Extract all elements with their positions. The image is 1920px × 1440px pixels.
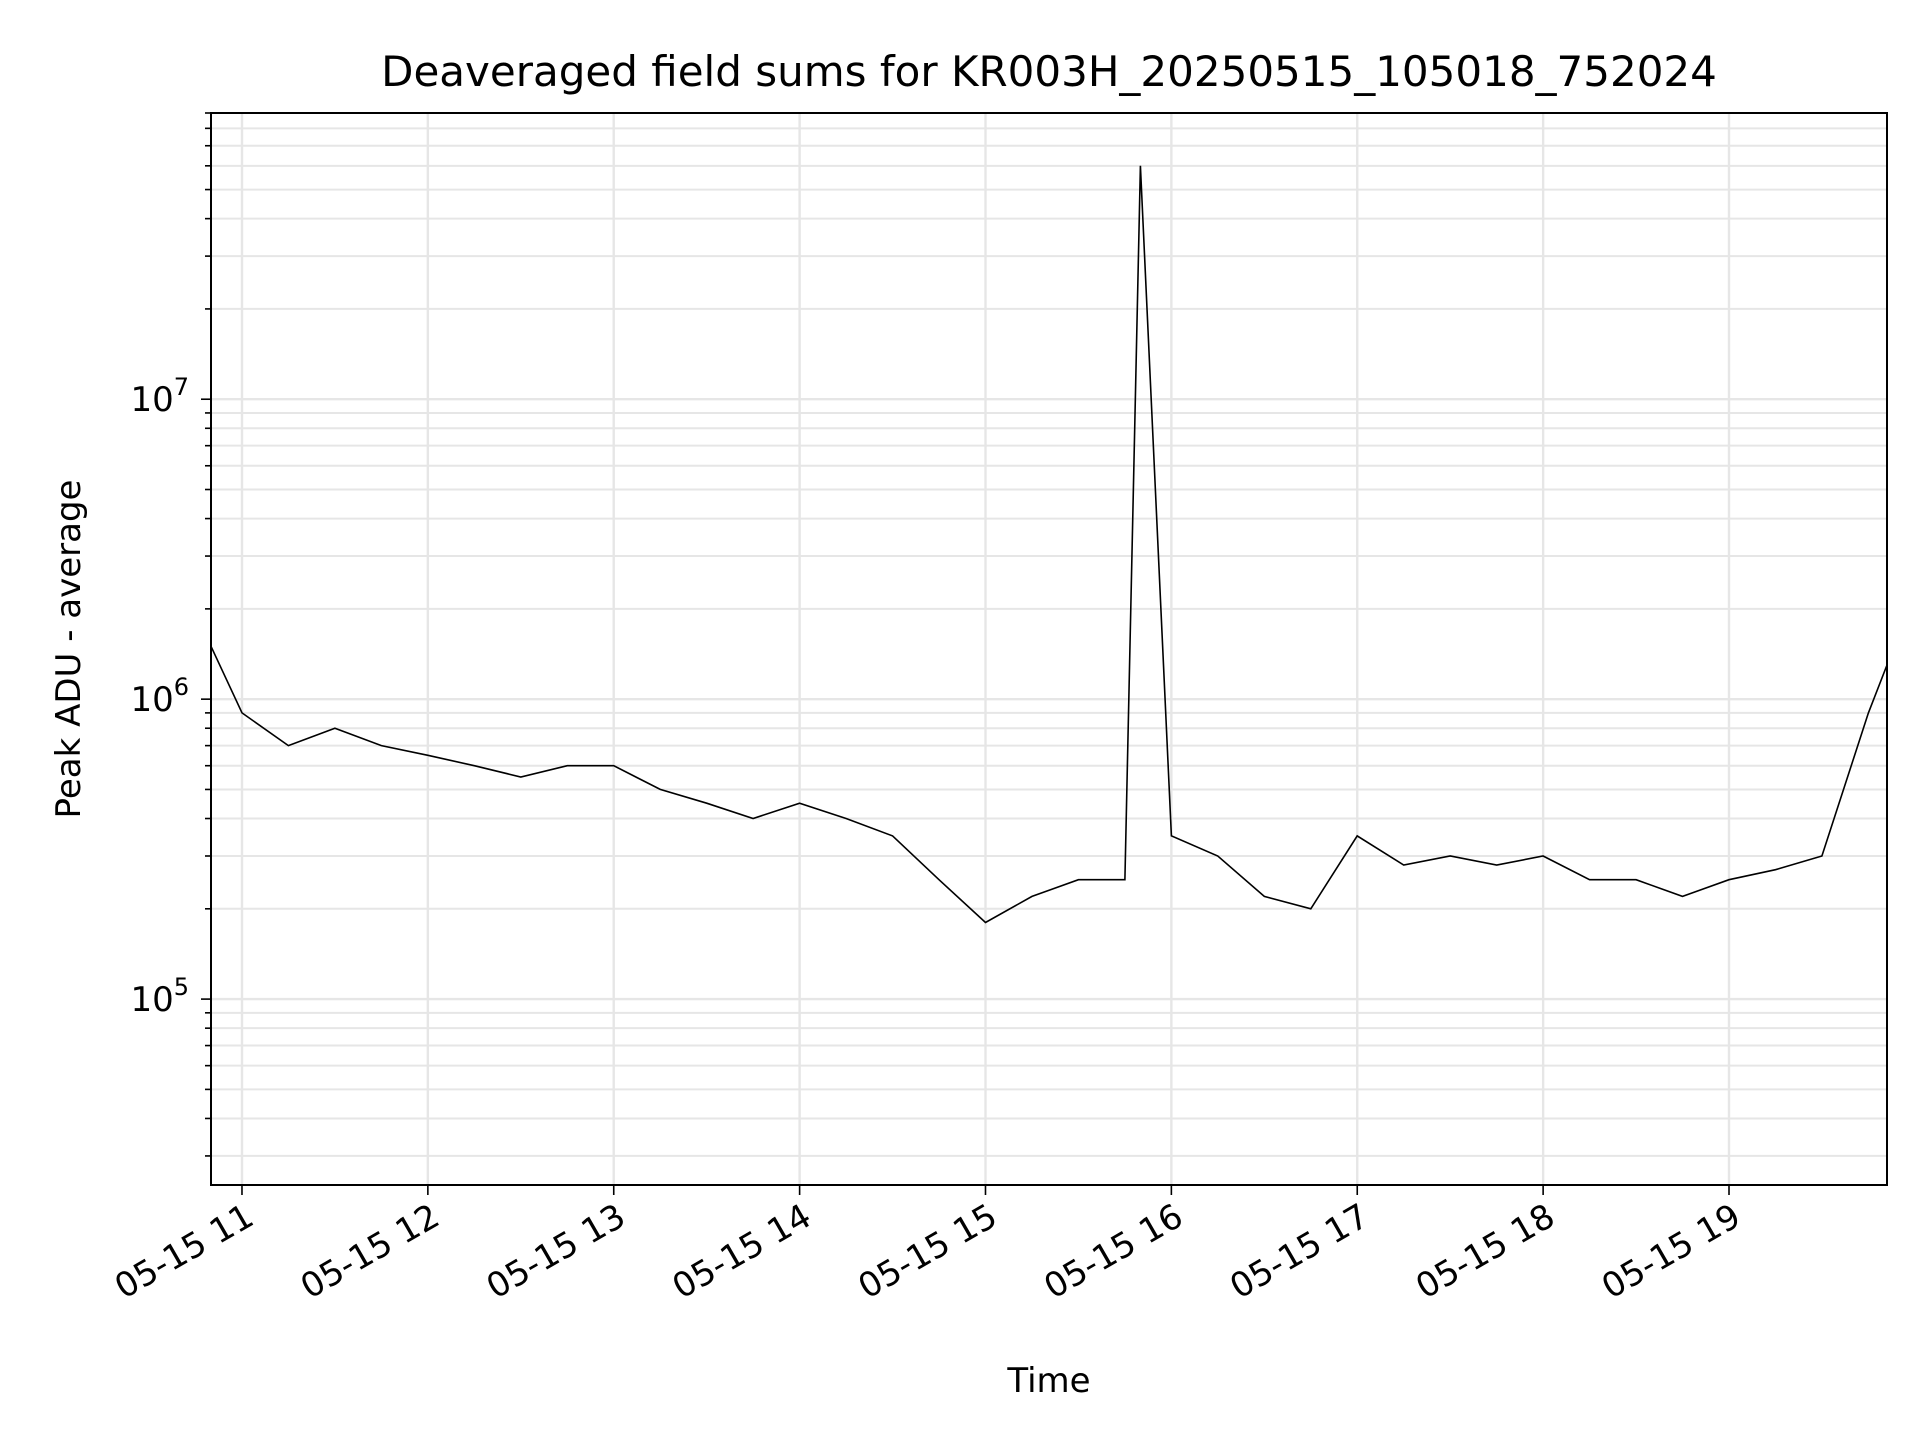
y-tick-label: 106 [130,673,189,720]
y-tick-label: 107 [130,373,189,420]
series-line [210,165,1888,924]
x-axis-label: Time [1006,1361,1090,1401]
y-tick-label: 105 [130,973,189,1020]
plot-frame [210,112,1888,1186]
y-axis-label: Peak ADU - average [49,480,89,819]
chart-title: Deaveraged field sums for KR003H_2025051… [381,47,1717,96]
